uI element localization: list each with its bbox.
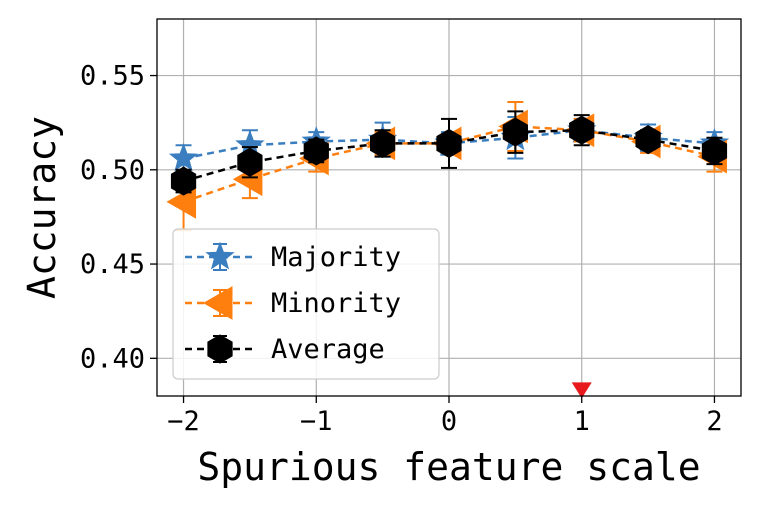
legend-item-average: Average <box>185 334 385 365</box>
y-axis-label: Accuracy <box>20 116 64 299</box>
legend: Majority Minority Average <box>172 228 440 380</box>
legend-item-minority: Minority <box>185 286 401 320</box>
data-point <box>502 117 528 147</box>
legend-marker <box>202 286 233 320</box>
legend-marker <box>207 334 233 364</box>
x-axis-label: Spurious feature scale <box>197 445 700 489</box>
x-tick-label: 0 <box>441 406 457 437</box>
legend-marker <box>205 241 235 270</box>
y-tick-label: 0.45 <box>80 249 145 280</box>
data-point <box>436 128 462 158</box>
legend-box <box>172 228 440 380</box>
data-point <box>701 136 728 166</box>
tick-layer: −2 −1 0 1 2 0.40 0.45 0.50 0.55 <box>80 61 723 437</box>
y-tick-label: 0.55 <box>80 61 145 92</box>
legend-label: Majority <box>271 242 401 273</box>
data-point <box>569 115 595 145</box>
x-tick-label: −1 <box>300 406 333 437</box>
data-point <box>237 147 263 177</box>
legend-item-majority: Majority <box>185 241 401 273</box>
data-point <box>370 128 396 158</box>
data-point <box>303 136 329 166</box>
y-tick-label: 0.50 <box>80 155 145 186</box>
legend-label: Minority <box>271 288 401 319</box>
data-point <box>168 143 199 171</box>
y-tick-label: 0.40 <box>80 343 145 374</box>
red-triangle-marker <box>571 382 592 399</box>
data-point <box>170 166 197 196</box>
x-tick-label: 1 <box>574 406 590 437</box>
series-layer <box>166 100 730 232</box>
series-average <box>170 110 728 196</box>
data-point <box>635 125 661 155</box>
annotation-layer <box>571 382 592 399</box>
legend-label: Average <box>271 334 385 365</box>
x-tick-label: 2 <box>706 406 722 437</box>
x-tick-label: −2 <box>167 406 200 437</box>
